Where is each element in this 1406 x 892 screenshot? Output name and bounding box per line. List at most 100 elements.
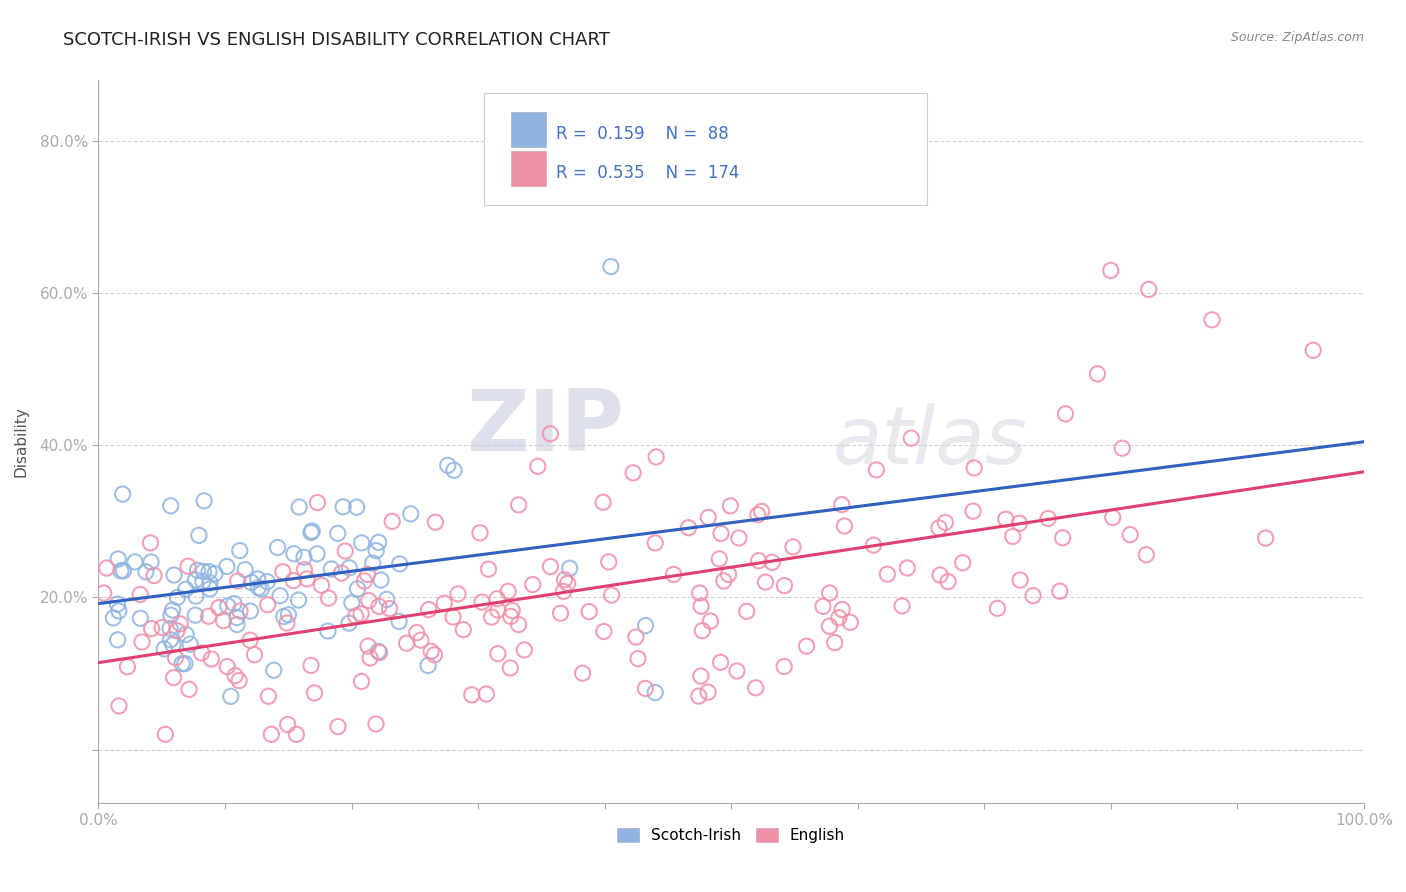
Text: Source: ZipAtlas.com: Source: ZipAtlas.com — [1230, 31, 1364, 45]
Point — [501, 603, 523, 617]
Point — [699, 614, 721, 628]
Point — [239, 633, 262, 648]
Point — [592, 495, 614, 509]
Point — [318, 591, 340, 606]
Point — [169, 616, 191, 631]
Point — [93, 586, 115, 600]
Point — [962, 504, 984, 518]
Point — [963, 461, 986, 475]
Point — [110, 564, 132, 578]
Point — [163, 568, 186, 582]
Point — [678, 521, 700, 535]
Point — [166, 591, 188, 605]
Point — [193, 565, 215, 579]
Point — [204, 566, 226, 581]
Point — [499, 661, 522, 675]
Y-axis label: Disability: Disability — [14, 406, 28, 477]
Point — [299, 525, 322, 540]
FancyBboxPatch shape — [510, 151, 547, 186]
Point — [662, 567, 685, 582]
Point — [153, 641, 176, 656]
Point — [340, 596, 363, 610]
Point — [709, 552, 731, 566]
Point — [174, 582, 197, 597]
Point — [162, 603, 184, 617]
Point — [1111, 441, 1133, 455]
Point — [986, 601, 1008, 615]
Point — [692, 624, 714, 638]
Point — [346, 582, 368, 596]
Point — [461, 688, 484, 702]
Point — [316, 624, 339, 638]
Point — [368, 645, 391, 659]
Point — [283, 574, 305, 588]
Point — [361, 556, 384, 570]
Point — [139, 555, 162, 569]
Point — [747, 508, 769, 522]
Point — [184, 608, 207, 623]
Point — [337, 616, 360, 631]
Point — [553, 573, 575, 587]
Point — [184, 573, 207, 587]
Point — [375, 592, 398, 607]
Point — [600, 588, 623, 602]
Point — [266, 541, 288, 555]
Point — [160, 608, 183, 623]
Point — [865, 463, 887, 477]
Point — [326, 719, 349, 733]
Point — [250, 582, 273, 596]
Point — [381, 514, 404, 528]
Point — [929, 568, 952, 582]
Point — [294, 563, 316, 577]
Point — [285, 727, 308, 741]
Point — [108, 604, 131, 618]
Point — [364, 717, 387, 731]
Point — [994, 512, 1017, 526]
Point — [163, 671, 186, 685]
Point — [828, 611, 851, 625]
Point — [131, 635, 153, 649]
Point — [831, 602, 853, 616]
FancyBboxPatch shape — [484, 93, 928, 204]
Point — [321, 562, 343, 576]
Point — [139, 536, 162, 550]
Point — [212, 614, 235, 628]
Point — [599, 260, 621, 274]
Point — [292, 550, 315, 565]
Point — [471, 595, 494, 609]
Point — [627, 651, 650, 665]
Point — [191, 574, 214, 589]
Point — [307, 547, 329, 561]
Point — [748, 554, 770, 568]
Point — [624, 630, 647, 644]
Point — [187, 528, 209, 542]
Point — [246, 572, 269, 586]
Point — [952, 556, 974, 570]
Point — [416, 658, 439, 673]
Point — [409, 633, 432, 648]
Point — [436, 458, 458, 473]
Point — [263, 663, 285, 677]
Legend: Scotch-Irish, English: Scotch-Irish, English — [612, 822, 851, 849]
Point — [538, 426, 561, 441]
Point — [162, 638, 184, 652]
Point — [782, 540, 804, 554]
Point — [728, 531, 751, 545]
Point — [166, 624, 188, 638]
Point — [486, 591, 509, 606]
Point — [420, 644, 443, 658]
Point — [96, 561, 118, 575]
Point — [891, 599, 914, 613]
Point — [486, 603, 509, 617]
Point — [299, 658, 322, 673]
Point — [288, 500, 311, 514]
Point — [350, 674, 373, 689]
Point — [896, 561, 918, 575]
Point — [143, 568, 166, 582]
Point — [332, 500, 354, 514]
Point — [1302, 343, 1324, 358]
Point — [150, 621, 173, 635]
Point — [215, 559, 238, 574]
Point — [129, 587, 152, 601]
Point — [217, 659, 239, 673]
